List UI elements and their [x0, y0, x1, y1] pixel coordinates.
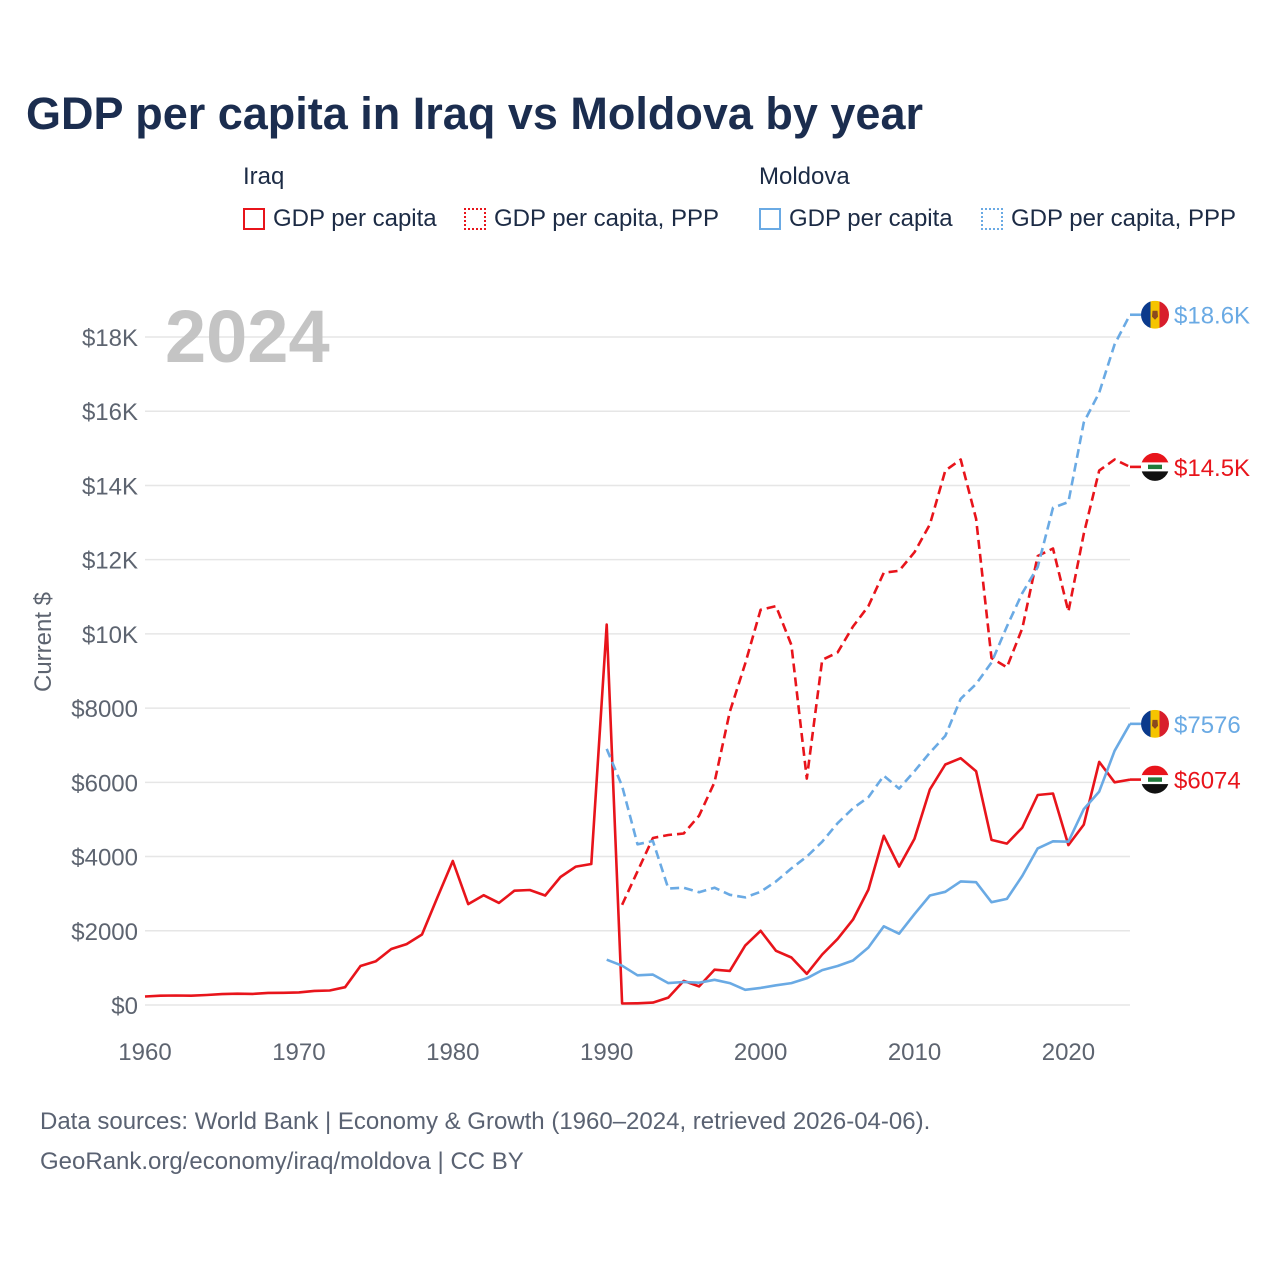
y-axis-label: Current $ — [30, 592, 57, 692]
end-labels: $6074 $14.5K $7576 $18.6K — [1130, 300, 1250, 795]
x-tick-label: 2000 — [734, 1039, 787, 1066]
legend-swatch-solid-red — [243, 208, 265, 230]
moldova-flag-icon — [1141, 300, 1169, 329]
y-tick-label: $14K — [82, 473, 138, 500]
legend-group-iraq: Iraq — [243, 163, 285, 190]
y-tick-label: $6000 — [71, 770, 138, 797]
y-tick-label: $8000 — [71, 696, 138, 723]
x-tick-label: 1980 — [426, 1039, 479, 1066]
y-tick-label: $18K — [82, 325, 138, 352]
chart-title: GDP per capita in Iraq vs Moldova by yea… — [26, 88, 923, 139]
x-tick-label: 2010 — [888, 1039, 941, 1066]
footer-sources: Data sources: World Bank | Economy & Gro… — [40, 1108, 931, 1135]
y-axis-ticks: $0 $2000 $4000 $6000 $8000 $10K $12K $14K $16K $1… — [71, 325, 138, 1020]
end-value-label: $14.5K — [1174, 455, 1250, 482]
legend-item-moldova-ppp[interactable]: GDP per capita, PPP — [981, 203, 1236, 235]
x-axis-ticks: 1960 1970 1980 1990 2000 2010 2020 — [118, 1039, 1095, 1066]
legend-label: GDP per capita, PPP — [1011, 205, 1236, 232]
x-tick-label: 1990 — [580, 1039, 633, 1066]
series-line-iraq-dashed — [620, 458, 1131, 906]
legend-swatch-solid-blue — [759, 208, 781, 230]
y-tick-label: $0 — [111, 993, 138, 1020]
iraq-flag-icon — [1141, 452, 1169, 481]
legend-item-moldova-gdp[interactable]: GDP per capita — [759, 203, 953, 235]
series-line-moldova-dashed — [605, 314, 1132, 899]
series-lines — [144, 314, 1132, 1005]
x-tick-label: 1970 — [272, 1039, 325, 1066]
y-tick-label: $4000 — [71, 845, 138, 872]
x-tick-label: 1960 — [118, 1039, 171, 1066]
series-line-iraq-solid — [144, 623, 1131, 1005]
y-tick-label: $10K — [82, 622, 138, 649]
legend-item-iraq-gdp[interactable]: GDP per capita — [243, 203, 437, 235]
legend-label: GDP per capita — [789, 205, 953, 232]
year-watermark: 2024 — [165, 295, 330, 378]
legend-label: GDP per capita, PPP — [494, 205, 719, 232]
legend-swatch-dotted-blue — [981, 208, 1003, 230]
y-tick-label: $2000 — [71, 919, 138, 946]
moldova-flag-icon — [1141, 709, 1169, 738]
y-tick-label: $16K — [82, 399, 138, 426]
series-line-moldova-solid — [606, 723, 1132, 992]
legend-group-moldova: Moldova — [759, 163, 850, 190]
end-value-label: $7576 — [1174, 712, 1241, 739]
iraq-flag-icon — [1141, 765, 1169, 794]
legend-swatch-dotted-red — [464, 208, 486, 230]
legend-item-iraq-ppp[interactable]: GDP per capita, PPP — [464, 203, 719, 235]
footer-credit: GeoRank.org/economy/iraq/moldova | CC BY — [40, 1148, 524, 1175]
legend-label: GDP per capita — [273, 205, 437, 232]
x-tick-label: 2020 — [1042, 1039, 1095, 1066]
y-tick-label: $12K — [82, 548, 138, 575]
end-value-label: $18.6K — [1174, 303, 1250, 330]
end-value-label: $6074 — [1174, 768, 1241, 795]
grid-lines — [145, 336, 1130, 1006]
